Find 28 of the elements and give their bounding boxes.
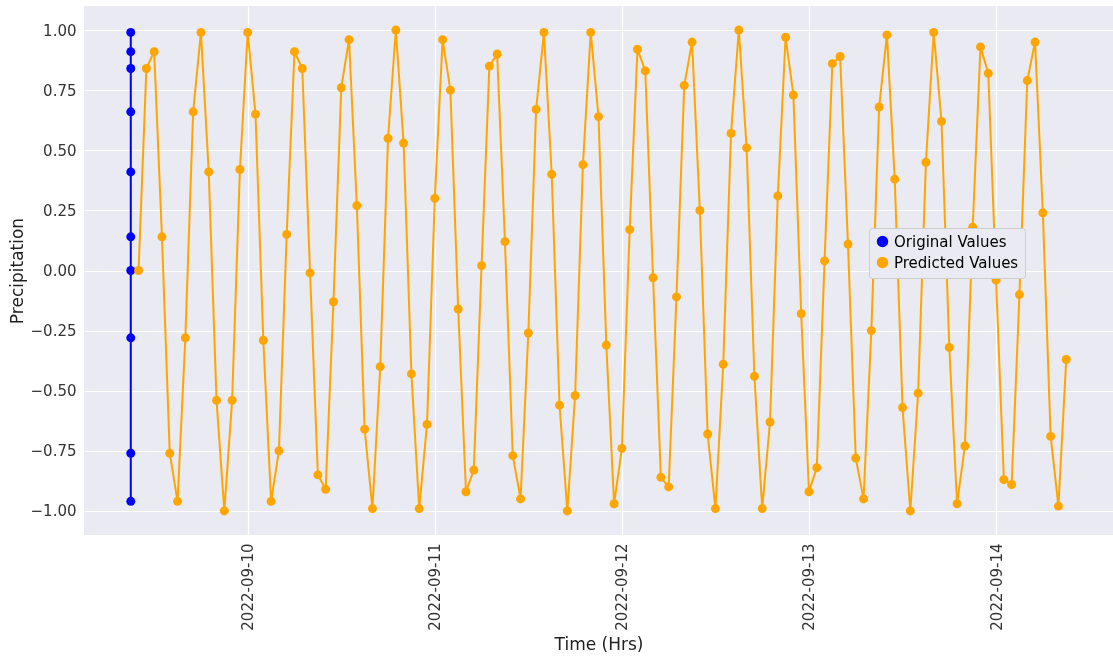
x-tick-label: 2022-09-11	[426, 543, 445, 631]
x-tick-label: 2022-09-10	[239, 543, 258, 631]
point	[126, 167, 136, 177]
y-tick-label: 0.50	[43, 141, 77, 160]
y-axis-title: Precipitation	[6, 217, 27, 325]
point	[126, 232, 136, 242]
y-tick-label: 0.25	[43, 201, 77, 220]
y-tick-label: 1.00	[43, 21, 77, 40]
legend-label: Predicted Values	[894, 253, 1019, 272]
point	[126, 448, 136, 458]
y-tick-label: −1.00	[30, 502, 77, 521]
y-tick-label: −0.25	[30, 322, 77, 341]
point	[126, 266, 136, 275]
point	[126, 64, 136, 73]
legend-label: Original Values	[894, 232, 1007, 251]
x-tick-label: 2022-09-13	[800, 543, 819, 631]
point	[126, 496, 136, 506]
point	[126, 333, 136, 343]
y-tick-label: 0.75	[43, 81, 77, 100]
y-tick-label: −0.75	[30, 442, 77, 461]
x-tick-label: 2022-09-14	[987, 543, 1006, 631]
y-tick-label: 0.00	[43, 262, 77, 280]
point	[126, 47, 136, 57]
y-tick-label: −0.50	[30, 382, 77, 401]
x-tick-label: 2022-09-12	[613, 543, 632, 631]
point	[126, 27, 136, 37]
x-axis-title: Time (Hrs)	[553, 633, 644, 654]
point	[126, 107, 136, 117]
